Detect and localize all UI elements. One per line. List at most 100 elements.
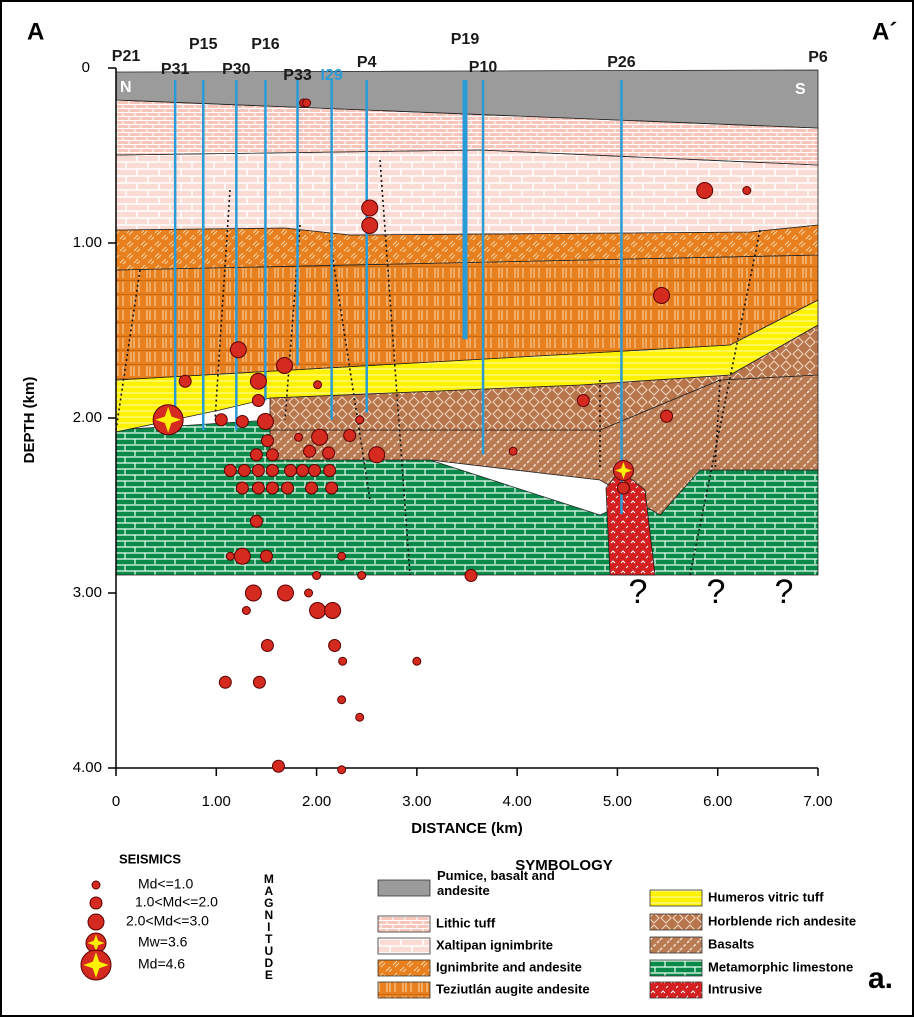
legend-swatch (378, 960, 430, 976)
well-label: P15 (189, 36, 218, 53)
legend-label: Humeros vitric tuff (708, 889, 824, 904)
legend-label: Mw=3.6 (138, 934, 188, 950)
well-label: P6 (808, 49, 828, 66)
legend-label: Lithic tuff (436, 915, 496, 930)
seismic-event (179, 375, 191, 387)
north-label: N (120, 79, 132, 96)
legend-swatch (378, 938, 430, 954)
seismic-event (697, 183, 713, 199)
seismic-event (362, 218, 378, 234)
well-label: P21 (112, 48, 141, 65)
section-start: A (27, 18, 44, 45)
legend-label: Intrusive (708, 981, 762, 996)
seismic-event (266, 465, 278, 477)
y-tick-label: 3.00 (73, 584, 102, 601)
seismic-event (252, 395, 264, 407)
seismic-event (219, 676, 231, 688)
y-tick-label: 1.00 (73, 234, 102, 251)
seismic-event (362, 200, 378, 216)
legend-label: 1.0<Md<=2.0 (135, 894, 218, 910)
legend-label: Pumice, basalt and andesite (437, 868, 587, 898)
seismic-event (276, 358, 292, 374)
seismic-event (310, 603, 326, 619)
seismic-event (338, 696, 346, 704)
legend-marker (88, 914, 104, 930)
seismic-event (339, 657, 347, 665)
well-label: P30 (222, 61, 251, 78)
seismic-event (245, 585, 261, 601)
seismic-event (743, 187, 751, 195)
seismic-event (329, 640, 341, 652)
seismic-event (654, 288, 670, 304)
seismic-event (272, 760, 284, 772)
seismic-event (234, 548, 250, 564)
x-tick-label: 4.00 (503, 793, 532, 810)
seismic-event (312, 429, 328, 445)
y-axis-label: DEPTH (km) (21, 377, 38, 464)
magnitude-label: MAGNITUDE (262, 872, 276, 980)
seismic-event (509, 447, 517, 455)
legend-label: 2.0<Md<=3.0 (126, 913, 209, 929)
legend-marker (90, 897, 102, 909)
figure: A A´ N S DISTANCE (km) DEPTH (km) SEISMI… (0, 0, 914, 1017)
seismic-event (325, 603, 341, 619)
well-label: P10 (469, 59, 498, 76)
question-mark: ? (629, 573, 648, 611)
seismic-event (313, 572, 321, 580)
seismic-event (242, 607, 250, 615)
seismic-event (305, 589, 313, 597)
seismic-event (266, 449, 278, 461)
x-tick-label: 7.00 (803, 793, 832, 810)
seismic-event (297, 465, 309, 477)
well-label: P19 (451, 31, 480, 48)
legend-label: Md<=1.0 (138, 876, 193, 892)
seismic-event (230, 342, 246, 358)
legend-label: Basalts (708, 936, 754, 951)
seismic-event (252, 465, 264, 477)
seismic-event (238, 465, 250, 477)
seismic-event (261, 435, 273, 447)
seismic-event (261, 640, 273, 652)
seismic-event (323, 447, 335, 459)
x-axis-label: DISTANCE (km) (411, 820, 522, 837)
well-label: P31 (161, 61, 190, 78)
x-tick-label: 2.00 (302, 793, 331, 810)
seismic-event (356, 416, 364, 424)
seismic-event (215, 414, 227, 426)
seismic-event (295, 433, 303, 441)
seismic-event (577, 395, 589, 407)
seismic-event (338, 552, 346, 560)
y-tick-label: 2.00 (73, 409, 102, 426)
legend-marker (92, 881, 100, 889)
seismic-event (306, 482, 318, 494)
panel-label: a. (868, 962, 893, 995)
seismic-event (236, 416, 248, 428)
legend-swatch (650, 982, 702, 998)
seismic-event (344, 430, 356, 442)
x-tick-label: 6.00 (703, 793, 732, 810)
legend-label: Metamorphic limestone (708, 959, 853, 974)
seismic-event (257, 414, 273, 430)
seismic-event (309, 465, 321, 477)
seismic-event (314, 381, 322, 389)
seismic-event (226, 552, 234, 560)
well-label: P16 (251, 36, 280, 53)
seismic-event (250, 373, 266, 389)
question-mark: ? (775, 573, 794, 611)
seismic-event (617, 482, 629, 494)
seismic-event (326, 482, 338, 494)
seismic-event (465, 570, 477, 582)
x-tick-label: 1.00 (202, 793, 231, 810)
seismic-event (369, 447, 385, 463)
legend-label-box: Pumice, basalt and andesite (437, 868, 607, 908)
seismic-event (236, 482, 248, 494)
seismic-event (304, 445, 316, 457)
legend-swatch (378, 916, 430, 932)
well-label: P33 (283, 67, 312, 84)
legend-label: Xaltipan ignimbrite (436, 937, 553, 952)
seismic-series (153, 405, 183, 435)
y-tick-label: 4.00 (73, 759, 102, 776)
legend-swatch (650, 890, 702, 906)
seismic-event (324, 465, 336, 477)
seismic-event (281, 482, 293, 494)
